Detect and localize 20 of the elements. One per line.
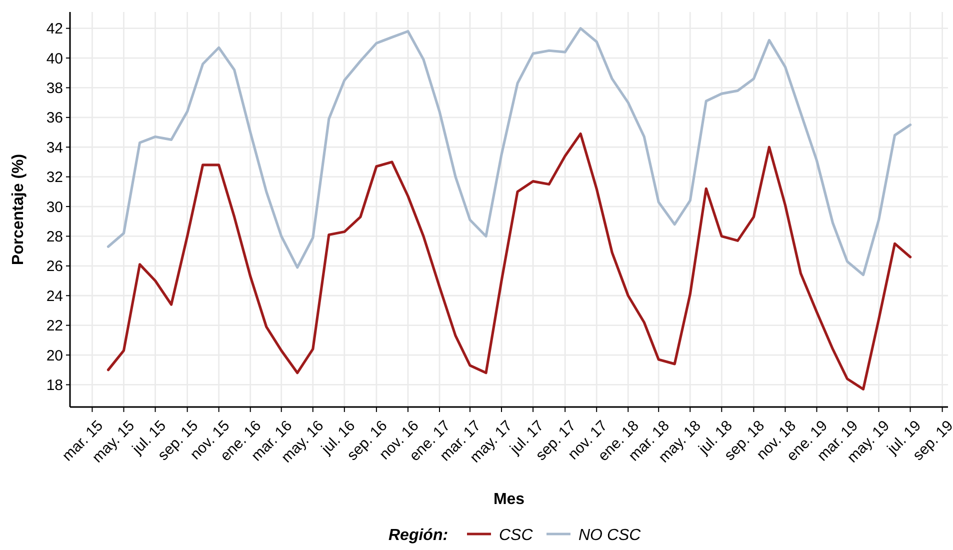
y-tick-label: 40 [46, 50, 63, 68]
y-axis-title: Porcentaje (%) [10, 154, 27, 266]
legend-label: CSC [499, 527, 534, 544]
y-tick-label: 26 [46, 258, 63, 276]
line-series [106, 27, 912, 276]
y-tick-label: 20 [46, 347, 63, 364]
y-tick-label: 42 [46, 20, 63, 38]
y-tick-label: 24 [46, 288, 63, 305]
y-tick-label: 36 [46, 110, 63, 127]
line-series [106, 132, 912, 390]
legend-label: NO CSC [578, 527, 642, 544]
y-tick-label: 34 [46, 139, 63, 156]
x-axis-title: Mes [493, 491, 525, 508]
y-tick-label: 30 [46, 198, 63, 216]
y-tick-label: 28 [46, 228, 63, 246]
y-tick-label: 22 [46, 318, 63, 335]
y-tick-label: 32 [46, 169, 63, 186]
y-tick-label: 38 [46, 80, 63, 97]
legend-title: Región: [388, 527, 448, 544]
y-tick-label: 18 [46, 376, 63, 394]
